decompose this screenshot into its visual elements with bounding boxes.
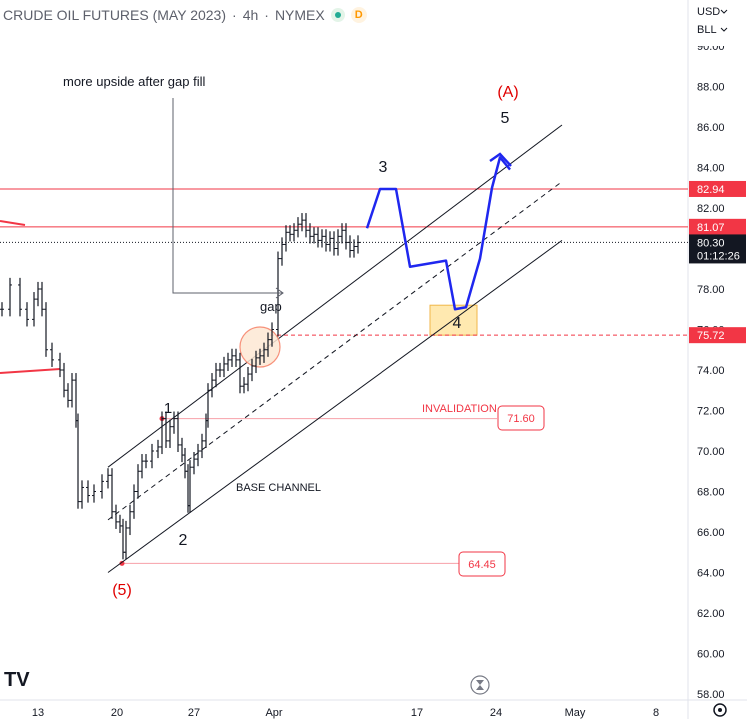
x-tick-label: 8 <box>653 707 659 719</box>
note-annotation: more upside after gap fill <box>63 74 205 89</box>
bar-countdown-label: 01:12:26 <box>697 250 740 262</box>
delayed-data-badge[interactable]: D <box>350 7 367 23</box>
invalidation-price-box <box>497 405 545 431</box>
wave-label: 4 <box>453 315 462 332</box>
note-connector <box>172 98 283 294</box>
level-81-07-label: 81.07 <box>697 222 725 234</box>
x-tick-label: 20 <box>111 707 123 719</box>
level-81-07-label-tag <box>689 218 746 235</box>
invalidation-label: INVALIDATION <box>422 403 497 415</box>
y-tick-label: 84.00 <box>697 163 725 175</box>
y-tick-label: 58.00 <box>697 689 725 701</box>
wave-label: 5 <box>501 110 510 127</box>
y-tick-label: 62.00 <box>697 608 725 620</box>
level-82-94-label-tag <box>689 180 746 197</box>
tradingview-logo: TV <box>4 669 30 691</box>
gear-icon[interactable] <box>713 703 727 717</box>
y-tick-label: 66.00 <box>697 527 725 539</box>
symbol-title[interactable]: CRUDE OIL FUTURES (MAY 2023) <box>3 7 227 23</box>
gap-annotation: gap <box>260 299 282 314</box>
y-tick-label: 70.00 <box>697 446 725 458</box>
unit-label[interactable]: BLL <box>697 24 717 36</box>
gap-highlight-circle <box>239 326 281 368</box>
exchange-label: NYMEX <box>274 7 325 23</box>
level-75-72-label-tag <box>689 327 746 344</box>
x-tick-label: 17 <box>411 707 423 719</box>
x-tick-label: May <box>565 707 586 719</box>
wave-label: 3 <box>379 159 388 176</box>
gear-center <box>718 708 722 712</box>
y-tick-label: 72.00 <box>697 406 725 418</box>
channel-upper-line <box>107 124 563 468</box>
chart-header: CRUDE OIL FUTURES (MAY 2023) · 4h · NYME… <box>3 7 367 23</box>
interval-label[interactable]: 4h <box>242 7 259 23</box>
x-tick-label: Apr <box>265 707 282 719</box>
wave-label: 2 <box>179 532 188 549</box>
hourglass-icon[interactable] <box>470 675 490 695</box>
y-tick-label: 60.00 <box>697 649 725 661</box>
left-level-line <box>0 220 26 226</box>
y-tick-label: 74.00 <box>697 365 725 377</box>
level-82-94-label: 82.94 <box>697 184 725 196</box>
hourglass-shape <box>476 680 484 690</box>
projection-arrow-head <box>489 152 512 167</box>
low-price-box <box>458 551 506 577</box>
x-tick-label: 27 <box>188 707 200 719</box>
wave-label: 1 <box>164 400 172 417</box>
y-tick-label: 64.00 <box>697 568 725 580</box>
base-channel-label: BASE CHANNEL <box>236 482 321 494</box>
current-price-label: 80.30 <box>697 237 725 249</box>
left-level-line <box>0 368 61 374</box>
channel-lower-line <box>107 239 563 573</box>
low-level-dot <box>119 560 125 566</box>
note-connector-arrow <box>275 287 284 299</box>
y-tick-label: 68.00 <box>697 487 725 499</box>
wave-label: (A) <box>497 84 518 101</box>
currency-label[interactable]: USD <box>697 6 720 18</box>
y-tick-label: 86.00 <box>697 122 725 134</box>
channel-mid-line <box>107 181 563 521</box>
level-75-72-label: 75.72 <box>697 330 725 342</box>
chevron-down-icon[interactable] <box>720 27 728 32</box>
header-sep-2: · <box>264 7 269 23</box>
x-tick-label: 24 <box>490 707 502 719</box>
wave-projection-path <box>365 156 511 311</box>
x-tick-label: 13 <box>32 707 44 719</box>
scale-menu-bg <box>690 0 747 46</box>
chevron-down-icon[interactable] <box>720 9 728 14</box>
y-tick-label: 88.00 <box>697 82 725 94</box>
header-sep-1: · <box>232 7 237 23</box>
market-status-icon[interactable] <box>330 8 345 22</box>
y-tick-label: 78.00 <box>697 284 725 296</box>
low-price: 64.45 <box>468 559 496 571</box>
wave-label: (5) <box>112 582 132 599</box>
y-tick-label: 82.00 <box>697 203 725 215</box>
current-price-tag <box>689 234 746 264</box>
invalidation-price: 71.60 <box>507 413 535 425</box>
